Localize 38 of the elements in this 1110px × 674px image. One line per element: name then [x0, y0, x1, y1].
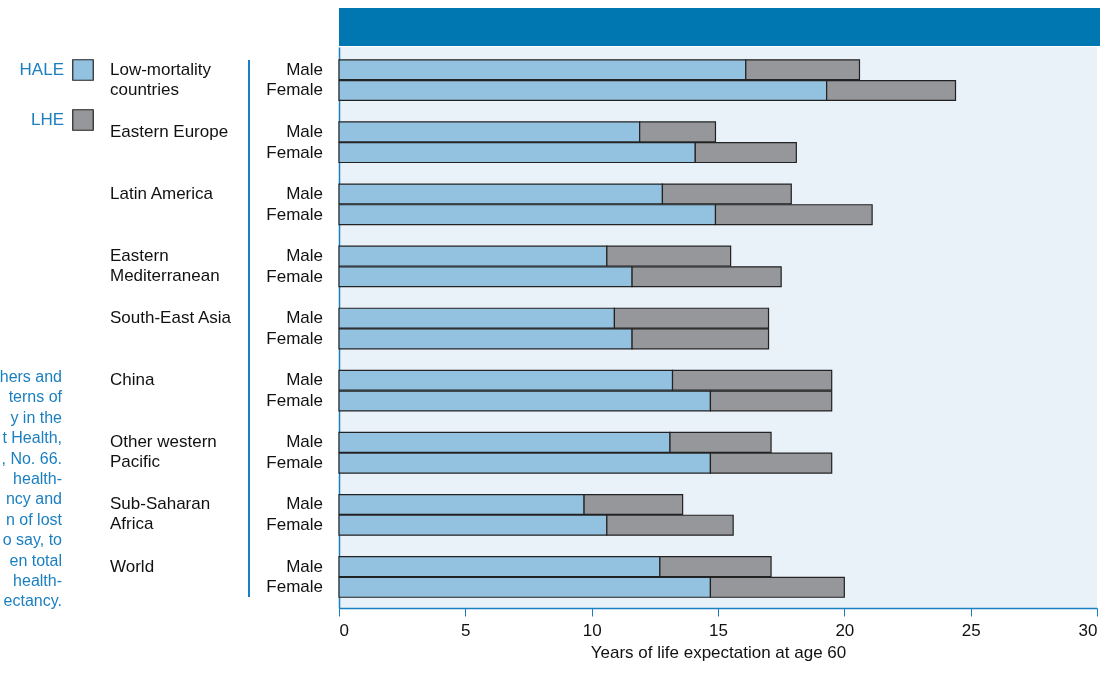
y-tick-label: Male: [286, 308, 323, 328]
y-tick-label: Male: [286, 121, 323, 141]
x-tick-label: 30: [1078, 620, 1098, 640]
legend-label: LHE: [30, 110, 64, 129]
y-tick-label: Female: [266, 328, 323, 348]
text: Low-mortality countries: [110, 59, 212, 99]
y-tick-label: Male: [286, 556, 323, 576]
x-tick-label: 5: [461, 620, 471, 640]
text: Other western Pacific: [110, 432, 217, 472]
y-tick-label: Female: [266, 80, 323, 100]
x-tick-label: 0: [339, 620, 349, 640]
y-tick-label: Male: [286, 494, 323, 514]
x-axis-title: Years of life expectation at age 60: [590, 642, 847, 662]
y-tick-label: Male: [286, 59, 323, 79]
y-tick-label: Male: [286, 246, 323, 266]
text: Sub-Saharan Africa: [110, 494, 211, 534]
y-tick-label: Female: [266, 577, 323, 597]
y-tick-label: Female: [266, 390, 323, 410]
text: hers and terns of y in the t Health, , No. 66. health- ncy and n of lost o say, to en total health- ectancy.: [0, 368, 62, 610]
text: Eastern Europe: [110, 121, 229, 141]
legend-label: HALE: [19, 60, 64, 79]
x-tick-label: 10: [582, 620, 602, 640]
text: China: [110, 370, 155, 390]
y-tick-label: Male: [286, 432, 323, 452]
text: South-East Asia: [110, 308, 232, 328]
y-tick-label: Female: [266, 453, 323, 473]
y-tick-label: Female: [266, 515, 323, 535]
y-tick-label: Female: [266, 266, 323, 286]
x-tick-label: 25: [961, 620, 981, 640]
x-tick-label: 15: [709, 620, 728, 640]
text: World: [110, 556, 155, 576]
y-tick-label: Female: [266, 142, 323, 162]
x-tick-label: 20: [835, 620, 855, 640]
y-tick-label: Female: [266, 204, 323, 224]
y-tick-label: Male: [286, 370, 323, 390]
y-tick-label: Male: [286, 183, 323, 203]
text: Eastern Mediterranean: [110, 246, 220, 286]
text: Latin America: [110, 183, 214, 203]
